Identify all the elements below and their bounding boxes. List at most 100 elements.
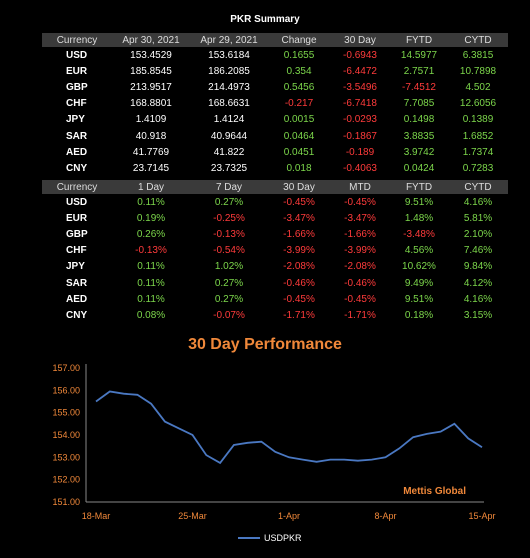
cell-chg: 0.018 — [286, 162, 312, 174]
cell-a: 168.8801 — [130, 98, 172, 110]
cell-cytd: 2.10% — [463, 228, 493, 240]
table-row: EUR 185.8545 186.2085 0.354 -6.4472 2.7571 10.… — [42, 63, 508, 79]
cell-chg: 0.0015 — [283, 114, 315, 126]
cell-a: 41.7769 — [132, 146, 170, 158]
cell-mtd: -1.66% — [344, 228, 376, 240]
cell-mtd: -0.45% — [344, 293, 376, 305]
cell-cytd: 4.16% — [463, 293, 493, 305]
cell-cytd: 1.6852 — [462, 130, 494, 142]
table-row: CHF 168.8801 168.6631 -0.217 -6.7418 7.7085 12… — [42, 96, 508, 112]
table-row: CHF -0.13% -0.54% -3.99% -3.99% 4.56% 7.46% — [42, 243, 508, 259]
cell-d30: -3.5496 — [343, 81, 377, 93]
table-row: SAR 40.918 40.9644 0.0464 -0.1867 3.8835 1.685… — [42, 128, 508, 144]
cell-fytd: 3.8835 — [403, 130, 435, 142]
chart-title: 30 Day Performance — [188, 336, 342, 353]
cell-fytd: 2.7571 — [403, 65, 435, 77]
cell-d7: -0.13% — [213, 228, 245, 240]
y-tick-label: 155.00 — [52, 408, 80, 418]
cell-mtd: -3.47% — [344, 212, 376, 224]
watermark: Mettis Global — [403, 486, 466, 497]
cell-d30: -6.7418 — [343, 98, 377, 110]
cell-mtd: -0.46% — [344, 277, 376, 289]
cell-a: 40.918 — [135, 130, 167, 142]
cell-d1: 0.19% — [136, 212, 166, 224]
cell-cytd: 5.81% — [463, 212, 493, 224]
cell-d7: 1.02% — [214, 261, 244, 273]
legend-label: USDPKR — [264, 533, 302, 543]
cell-d30: -0.6943 — [343, 49, 377, 61]
currency-code: AED — [66, 293, 88, 305]
table-row: CNY 0.08% -0.07% -1.71% -1.71% 0.18% 3.15% — [42, 307, 508, 323]
currency-code: CNY — [66, 162, 88, 174]
cell-d30: -0.189 — [345, 146, 375, 158]
column-header: 1 Day — [112, 180, 190, 194]
x-tick-label: 8-Apr — [374, 511, 396, 521]
column-header: Apr 29, 2021 — [190, 33, 268, 47]
table-row: AED 41.7769 41.822 0.0451 -0.189 3.9742 1.7374 — [42, 144, 508, 160]
cell-cytd: 6.3815 — [462, 49, 494, 61]
cell-b: 186.2085 — [208, 65, 250, 77]
series-line-usdpkr — [95, 390, 483, 465]
cell-d1: -0.13% — [135, 245, 167, 257]
cell-d1: 0.11% — [137, 277, 165, 289]
cell-chg: 0.354 — [286, 65, 312, 77]
cell-fytd: 10.62% — [402, 261, 436, 273]
table-row: EUR 0.19% -0.25% -3.47% -3.47% 1.48% 5.81% — [42, 210, 508, 226]
cell-d30: -0.1867 — [343, 130, 377, 142]
cell-fytd: 0.18% — [404, 309, 434, 321]
cell-mtd: -0.45% — [344, 196, 376, 208]
column-header: CYTD — [448, 33, 508, 47]
currency-code: AED — [66, 146, 88, 158]
cell-d7: 0.27% — [214, 293, 244, 305]
cell-cytd: 4.502 — [465, 81, 491, 93]
cell-b: 23.7325 — [210, 162, 248, 174]
cell-cytd: 1.7374 — [462, 146, 494, 158]
y-tick-label: 152.00 — [52, 475, 80, 485]
currency-code: EUR — [66, 65, 88, 77]
cell-fytd: 3.9742 — [403, 146, 435, 158]
column-header: Apr 30, 2021 — [112, 33, 190, 47]
cell-fytd: 14.5977 — [400, 49, 438, 61]
cell-a: 153.4529 — [130, 49, 172, 61]
cell-b: 1.4124 — [213, 114, 245, 126]
currency-code: JPY — [66, 114, 85, 126]
cell-d30: -6.4472 — [343, 65, 377, 77]
cell-fytd: 4.56% — [404, 245, 434, 257]
cell-d1: 0.08% — [136, 309, 166, 321]
table-header: Currency 1 Day 7 Day 30 Day MTD FYTD CYTD — [42, 180, 508, 194]
cell-cytd: 3.15% — [463, 309, 493, 321]
cell-d30: -0.45% — [283, 293, 315, 305]
table-row: USD 153.4529 153.6184 0.1655 -0.6943 14.5977 6… — [42, 47, 508, 63]
cell-b: 168.6631 — [208, 98, 250, 110]
cell-cytd: 4.16% — [463, 196, 493, 208]
cell-fytd: 0.1498 — [403, 114, 435, 126]
cell-d30: -0.46% — [283, 277, 315, 289]
pkr-returns-table: Currency 1 Day 7 Day 30 Day MTD FYTD CYTD USD 0… — [42, 180, 508, 324]
cell-d7: 0.27% — [214, 277, 244, 289]
cell-d1: 0.11% — [137, 261, 165, 273]
table-row: AED 0.11% 0.27% -0.45% -0.45% 9.51% 4.16% — [42, 291, 508, 307]
cell-b: 41.822 — [213, 146, 245, 158]
cell-mtd: -2.08% — [344, 261, 376, 273]
currency-code: CNY — [66, 309, 88, 321]
cell-d30: -0.4063 — [343, 162, 377, 174]
cell-fytd: 0.0424 — [403, 162, 435, 174]
cell-a: 1.4109 — [135, 114, 167, 126]
currency-code: SAR — [66, 130, 88, 142]
column-header: 7 Day — [190, 180, 268, 194]
cell-d30: -3.99% — [283, 245, 315, 257]
cell-d30: -2.08% — [283, 261, 315, 273]
cell-d1: 0.26% — [136, 228, 166, 240]
cell-chg: 0.5456 — [283, 81, 315, 93]
cell-a: 23.7145 — [132, 162, 170, 174]
column-header: Currency — [42, 180, 112, 194]
currency-code: CHF — [66, 245, 87, 257]
y-tick-label: 154.00 — [52, 430, 80, 440]
cell-b: 153.6184 — [208, 49, 250, 61]
cell-cytd: 0.1389 — [462, 114, 494, 126]
y-tick-label: 151.00 — [52, 497, 80, 507]
cell-d1: 0.11% — [137, 196, 165, 208]
cell-a: 213.9517 — [130, 81, 172, 93]
currency-code: EUR — [66, 212, 88, 224]
